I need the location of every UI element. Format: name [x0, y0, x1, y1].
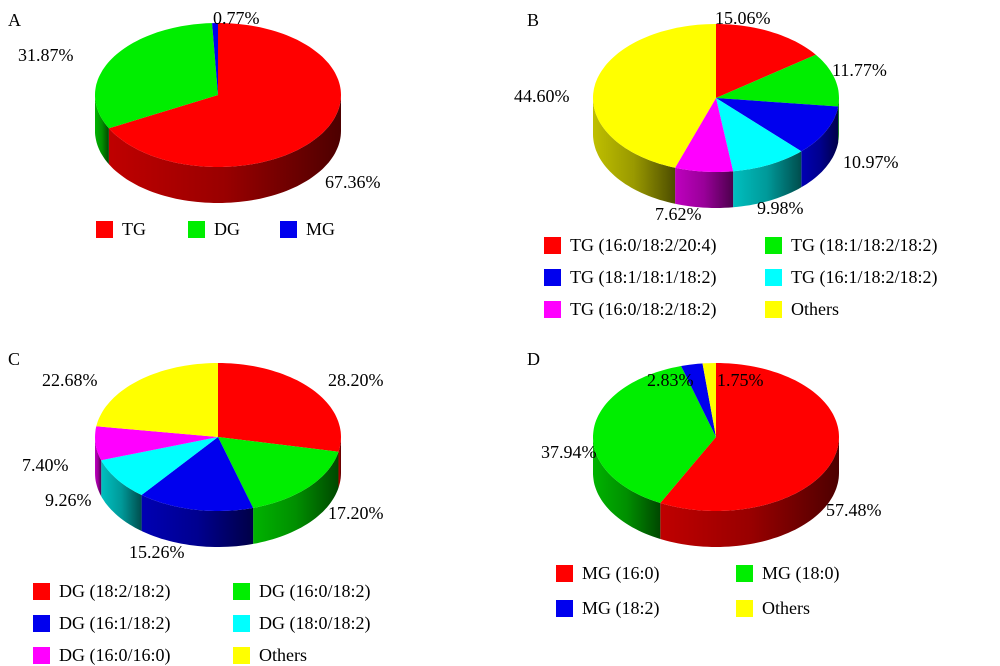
pie-slice-d-1 — [593, 366, 716, 503]
data-label: 7.62% — [655, 204, 702, 224]
data-label: 0.77% — [213, 8, 260, 28]
legend-swatch — [765, 237, 782, 254]
pie-slice-c-4 — [95, 426, 218, 461]
data-label: 2.83% — [647, 370, 694, 390]
legend-swatch — [33, 615, 50, 632]
pie-slice-d-3 — [702, 363, 716, 437]
legend-label: DG (16:0/16:0) — [59, 645, 171, 665]
legend-swatch — [33, 583, 50, 600]
legend-label: Others — [762, 598, 810, 618]
legend-label: TG (18:1/18:1/18:2) — [570, 267, 717, 287]
data-label: 9.26% — [45, 490, 92, 510]
data-label: 11.77% — [832, 60, 887, 80]
legend-swatch — [233, 615, 250, 632]
pie-slice-b-4 — [675, 98, 734, 172]
panel-label-c: C — [8, 349, 21, 369]
legend-swatch — [736, 565, 753, 582]
pie-side-d-0 — [660, 437, 839, 547]
panel-label-d: D — [527, 349, 540, 369]
panel-label-a: A — [8, 10, 21, 30]
pie-slice-c-3 — [101, 437, 218, 495]
data-label: 1.75% — [717, 370, 764, 390]
data-label: 37.94% — [541, 442, 597, 462]
pie-slice-c-2 — [141, 437, 254, 511]
pie-slice-c-1 — [218, 437, 339, 508]
legend-label: DG — [214, 219, 240, 239]
pie-slice-d-0 — [660, 363, 839, 511]
data-label: 57.48% — [826, 500, 882, 520]
data-label: 7.40% — [22, 455, 69, 475]
legend-swatch — [544, 269, 561, 286]
pie-slice-a-1 — [95, 23, 218, 129]
legend-label: Others — [259, 645, 307, 665]
pie-side-c-1 — [253, 451, 339, 544]
legend-label: TG — [122, 219, 146, 239]
legend-swatch — [544, 237, 561, 254]
pie-slice-b-2 — [716, 98, 839, 152]
pie-side-b-2 — [801, 106, 839, 188]
pie-slice-b-1 — [716, 54, 839, 107]
pie-slice-d-2 — [681, 363, 716, 437]
legend-label: Others — [791, 299, 839, 319]
legend-label: MG (18:2) — [582, 598, 660, 618]
data-label: 22.68% — [42, 370, 98, 390]
pie-side-b-4 — [675, 167, 734, 208]
legend-label: DG (18:2/18:2) — [59, 581, 171, 601]
legend-label: MG (16:0) — [582, 563, 660, 583]
legend-swatch — [736, 600, 753, 617]
legend-label: DG (18:0/18:2) — [259, 613, 371, 633]
legend-swatch — [556, 600, 573, 617]
pie-side-c-4 — [95, 437, 102, 497]
legend-swatch — [96, 221, 113, 238]
data-label: 31.87% — [18, 45, 74, 65]
legend-label: DG (16:1/18:2) — [59, 613, 171, 633]
legend-swatch — [233, 583, 250, 600]
pie-slice-a-2 — [212, 23, 218, 95]
data-label: 67.36% — [325, 172, 381, 192]
legend-swatch — [765, 269, 782, 286]
pie-side-a-1 — [95, 95, 109, 165]
data-label: 44.60% — [514, 86, 570, 106]
legend-label: TG (16:0/18:2/20:4) — [570, 235, 717, 255]
pie-slice-b-3 — [716, 98, 802, 172]
legend-swatch — [188, 221, 205, 238]
legend-label: DG (16:0/18:2) — [259, 581, 371, 601]
data-label: 10.97% — [843, 152, 899, 172]
legend-swatch — [280, 221, 297, 238]
legend-swatch — [544, 301, 561, 318]
legend-label: TG (16:1/18:2/18:2) — [791, 267, 938, 287]
pie-side-a-0 — [108, 95, 342, 203]
pie-slice-b-0 — [716, 24, 816, 98]
legend-swatch — [233, 647, 250, 664]
legend-swatch — [556, 565, 573, 582]
pie-slice-b-5 — [593, 24, 716, 168]
data-label: 15.26% — [129, 542, 185, 562]
pie-slice-c-0 — [218, 363, 341, 452]
pie-slice-a-0 — [108, 23, 342, 167]
pie-side-c-3 — [101, 460, 142, 531]
pie-slice-c-5 — [96, 363, 218, 437]
legend-label: MG (18:0) — [762, 563, 840, 583]
pie-side-d-1 — [593, 437, 661, 539]
pie-side-b-3 — [733, 151, 802, 208]
data-label: 17.20% — [328, 503, 384, 523]
data-label: 28.20% — [328, 370, 384, 390]
legend-label: TG (18:1/18:2/18:2) — [791, 235, 938, 255]
data-label: 15.06% — [715, 8, 771, 28]
pie-side-c-2 — [141, 495, 254, 547]
pie-side-b-5 — [593, 98, 676, 204]
legend-swatch — [33, 647, 50, 664]
data-label: 9.98% — [757, 198, 804, 218]
legend-swatch — [765, 301, 782, 318]
pie-side-c-0 — [338, 437, 341, 488]
panel-label-b: B — [527, 10, 540, 30]
legend-label: TG (16:0/18:2/18:2) — [570, 299, 717, 319]
legend-label: MG — [306, 219, 336, 239]
pie-side-b-1 — [838, 98, 839, 143]
